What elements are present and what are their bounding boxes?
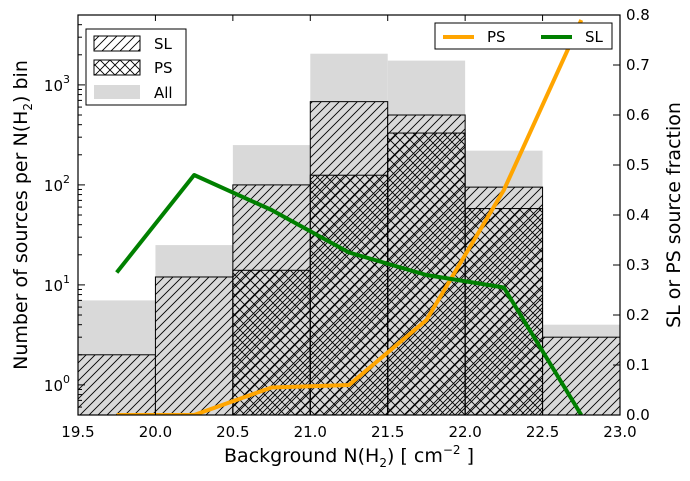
legend-swatch-all [94,85,140,99]
y-axis-left-label: Number of sources per N(H2) bin [10,60,35,370]
y-right-tick-label: 0.0 [626,406,650,424]
axis-ticks: 19.5 20.0 20.5 21.0 21.5 22.0 22.5 23.0 100 101 10… [44,6,650,441]
legend-histograms: SL PS All [85,28,187,106]
legend-label-all: All [154,84,173,102]
y-right-tick-label: 0.7 [626,56,650,74]
fraction-line-ps [116,19,584,415]
y-right-tick-label: 0.8 [626,6,650,24]
x-tick-label: 20.0 [139,423,172,441]
y-right-tick-label: 0.5 [626,156,650,174]
legend-swatch-ps [93,59,141,76]
hist-bar-sl-1 [154,276,234,416]
x-tick-label: 21.0 [294,423,327,441]
x-tick-label: 22.0 [448,423,481,441]
x-tick-label: 21.5 [371,423,404,441]
legend-label-sl: SL [154,35,173,53]
fraction-line-sl [115,173,583,415]
y-right-tick-label: 0.2 [626,306,650,324]
legend-label-line-ps: PS [487,28,506,46]
y-right-tick-label: 0.3 [626,256,650,274]
x-tick-label: 23.0 [603,423,636,441]
hist-bar-sl-0 [77,354,156,416]
x-tick-label: 19.5 [61,423,94,441]
legend-label-ps: PS [154,59,173,77]
y-right-tick-label: 0.1 [626,356,650,374]
fraction-lines [115,19,584,415]
x-tick-label: 22.5 [526,423,559,441]
hist-bar-ps-2 [232,269,311,416]
x-tick-label: 20.5 [216,423,249,441]
y-right-tick-label: 0.6 [626,106,650,124]
hist-bar-ps-5 [464,208,544,416]
hist-bar-ps-3 [309,174,389,416]
y-left-tick-label: 101 [44,273,70,295]
y-right-tick-label: 0.4 [626,206,650,224]
legend-lines: PS SL [434,22,613,50]
x-axis-label: Background N(H2) [ cm−2 ] [224,443,474,470]
y-axis-right-label: SL or PS source fraction [663,102,685,328]
y-left-tick-label: 100 [44,373,70,395]
legend-swatch-sl [93,35,141,52]
y-left-tick-label: 102 [44,173,70,195]
hist-bar-sl-6 [542,336,621,416]
legend-label-line-sl: SL [585,28,604,46]
y-left-tick-label: 103 [44,73,70,95]
